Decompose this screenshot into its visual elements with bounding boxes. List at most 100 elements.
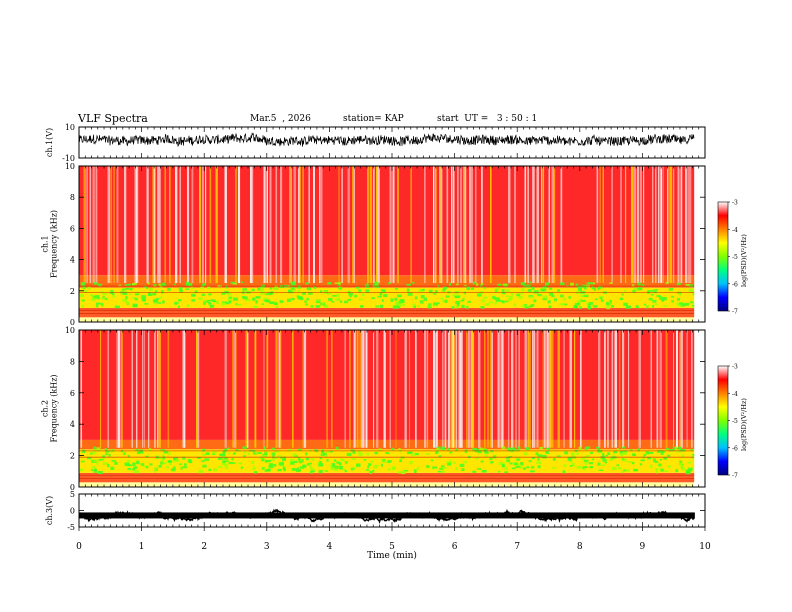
speckle bbox=[571, 462, 575, 467]
speckle bbox=[351, 458, 357, 461]
speckle bbox=[394, 287, 398, 290]
speckle bbox=[141, 297, 146, 301]
speckle bbox=[426, 465, 430, 468]
speckle bbox=[162, 462, 167, 465]
speckle bbox=[591, 458, 595, 461]
speckle bbox=[418, 288, 424, 293]
speckle bbox=[356, 463, 361, 467]
impulse-streak bbox=[167, 330, 170, 448]
speckle bbox=[533, 299, 537, 303]
speckle bbox=[691, 457, 694, 460]
impulse-streak bbox=[89, 166, 92, 283]
impulse-streak bbox=[436, 166, 438, 283]
speckle bbox=[252, 452, 257, 455]
speckle bbox=[319, 464, 323, 467]
speckle bbox=[505, 456, 510, 459]
impulse-streak bbox=[83, 166, 86, 283]
speckle bbox=[598, 285, 603, 289]
speckle bbox=[261, 458, 265, 462]
impulse-streak bbox=[487, 330, 490, 448]
speckle bbox=[382, 458, 386, 463]
colorbar-label: log(PSD)(V²/Hz) bbox=[740, 234, 748, 287]
speckle bbox=[375, 282, 379, 286]
impulse-streak bbox=[463, 166, 465, 283]
speckle bbox=[374, 281, 379, 284]
speckle bbox=[663, 457, 668, 460]
speckle bbox=[537, 454, 541, 457]
speckle bbox=[81, 449, 86, 453]
impulse-streak bbox=[620, 166, 622, 283]
x-tick-label: 2 bbox=[201, 542, 207, 552]
speckle bbox=[397, 304, 401, 307]
speckle bbox=[154, 470, 157, 474]
speckle bbox=[354, 294, 357, 298]
y-tick-label: 0 bbox=[70, 507, 75, 516]
speckle bbox=[121, 288, 126, 291]
speckle bbox=[456, 283, 459, 286]
impulse-streak bbox=[424, 330, 427, 448]
speckle bbox=[93, 466, 96, 469]
impulse-streak bbox=[269, 166, 272, 283]
speckle bbox=[370, 460, 374, 463]
impulse-streak bbox=[490, 166, 492, 283]
speckle bbox=[203, 299, 208, 302]
speckle bbox=[375, 305, 380, 308]
speckle bbox=[327, 297, 333, 301]
speckle bbox=[411, 454, 416, 456]
impulse-streak bbox=[266, 166, 268, 283]
speckle bbox=[519, 466, 523, 469]
speckle bbox=[310, 469, 315, 473]
speckle bbox=[331, 463, 336, 467]
speckle bbox=[525, 447, 531, 451]
speckle bbox=[101, 455, 106, 458]
speckle bbox=[632, 453, 636, 457]
speckle bbox=[606, 303, 611, 306]
impulse-streak bbox=[604, 330, 606, 448]
impulse-streak bbox=[341, 166, 343, 283]
impulse-streak bbox=[424, 166, 426, 283]
impulse-streak bbox=[460, 330, 463, 448]
speckle bbox=[462, 298, 465, 301]
y-tick-label: 8 bbox=[70, 357, 75, 366]
speckle bbox=[166, 466, 170, 469]
speckle bbox=[279, 300, 284, 304]
speckle bbox=[221, 302, 225, 306]
impulse-streak bbox=[251, 166, 254, 283]
speckle bbox=[425, 453, 431, 455]
speckle bbox=[274, 301, 277, 304]
speckle bbox=[99, 458, 104, 461]
impulse-streak bbox=[353, 166, 355, 283]
speckle bbox=[463, 460, 468, 464]
speckle bbox=[526, 466, 530, 469]
speckle bbox=[358, 452, 363, 457]
speckle bbox=[273, 302, 278, 305]
speckle bbox=[208, 302, 212, 305]
impulse-streak bbox=[532, 330, 534, 448]
speckle bbox=[387, 468, 391, 471]
impulse-streak bbox=[154, 330, 156, 448]
impulse-streak bbox=[544, 330, 546, 448]
speckle bbox=[112, 295, 116, 298]
speckle bbox=[93, 460, 98, 462]
speckle bbox=[600, 464, 606, 466]
speckle bbox=[226, 302, 230, 305]
speckle bbox=[575, 283, 579, 287]
speckle bbox=[497, 283, 502, 287]
impulse-streak bbox=[199, 166, 202, 283]
speckle bbox=[592, 282, 596, 285]
speckle bbox=[125, 300, 129, 304]
speckle bbox=[501, 289, 505, 292]
speckle bbox=[182, 466, 188, 469]
speckle bbox=[96, 447, 101, 450]
y-tick-label: 5 bbox=[70, 490, 75, 499]
impulse-streak bbox=[373, 330, 375, 448]
impulse-streak bbox=[508, 166, 511, 283]
speckle bbox=[495, 299, 501, 302]
speckle bbox=[597, 462, 601, 466]
speckle bbox=[608, 302, 612, 306]
speckle bbox=[576, 300, 580, 303]
ch2-spectrogram-ylabel: ch.2 bbox=[41, 400, 50, 417]
speckle bbox=[655, 470, 658, 474]
speckle bbox=[445, 295, 450, 298]
impulse-streak bbox=[658, 166, 660, 283]
